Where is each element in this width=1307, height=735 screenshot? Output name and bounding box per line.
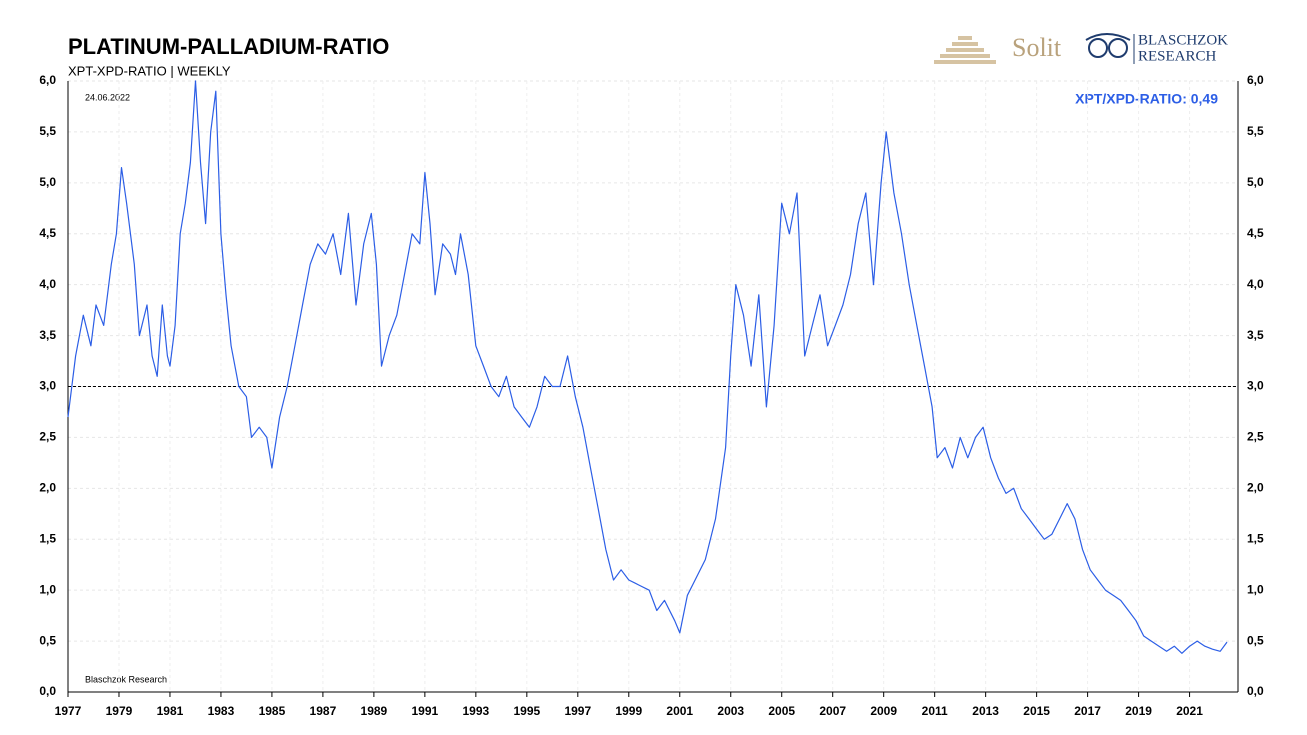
y2-tick-label: 3,5: [1247, 328, 1264, 342]
x-tick-label: 1993: [462, 704, 489, 718]
y-tick-label: 1,5: [39, 531, 56, 545]
y-tick-label: 0,5: [39, 633, 56, 647]
chart-subtitle: XPT-XPD-RATIO | WEEKLY: [68, 63, 231, 78]
x-tick-label: 1999: [615, 704, 642, 718]
y-tick-label: 5,0: [39, 175, 56, 189]
y-tick-label: 1,0: [39, 582, 56, 596]
y-tick-label: 0,0: [39, 684, 56, 698]
x-tick-label: 1989: [361, 704, 388, 718]
y-tick-label: 4,0: [39, 277, 56, 291]
y2-tick-label: 3,0: [1247, 379, 1264, 393]
x-tick-label: 2021: [1176, 704, 1203, 718]
y2-tick-label: 0,5: [1247, 633, 1264, 647]
value-annotation: XPT/XPD-RATIO: 0,49: [1075, 91, 1218, 107]
logo-emblem: [1085, 33, 1131, 58]
y2-tick-label: 5,0: [1247, 175, 1264, 189]
x-tick-label: 2015: [1023, 704, 1050, 718]
x-tick-label: 1997: [564, 704, 591, 718]
x-tick-label: 1985: [259, 704, 286, 718]
data-line: [67, 80, 1228, 654]
y-tick-label: 3,0: [39, 379, 56, 393]
x-tick-label: 2019: [1125, 704, 1152, 718]
logo-text: RESEARCH: [1138, 48, 1217, 64]
chart-title: PLATINUM-PALLADIUM-RATIO: [68, 34, 389, 59]
x-tick-label: 2011: [922, 704, 948, 718]
x-tick-label: 1981: [157, 704, 184, 718]
x-tick-label: 2001: [666, 704, 693, 718]
x-tick-label: 2017: [1074, 704, 1101, 718]
y2-tick-label: 2,5: [1247, 430, 1264, 444]
x-tick-label: 2003: [717, 704, 744, 718]
y2-tick-label: 1,0: [1247, 582, 1264, 596]
logo-pyramid: [934, 36, 996, 64]
y2-tick-label: 5,5: [1247, 124, 1264, 138]
y2-tick-label: 0,0: [1247, 684, 1264, 698]
y-tick-label: 2,5: [39, 430, 56, 444]
y-tick-label: 5,5: [39, 124, 56, 138]
x-tick-label: 2007: [819, 704, 846, 718]
x-tick-label: 1991: [412, 704, 439, 718]
x-tick-label: 1979: [106, 704, 133, 718]
x-tick-label: 1977: [55, 704, 82, 718]
logo-solit: Solit: [1012, 33, 1062, 62]
y2-tick-label: 4,5: [1247, 226, 1264, 240]
y2-tick-label: 1,5: [1247, 531, 1264, 545]
y2-tick-label: 4,0: [1247, 277, 1264, 291]
x-tick-label: 1987: [310, 704, 337, 718]
x-tick-label: 1995: [513, 704, 540, 718]
y2-tick-label: 6,0: [1247, 73, 1264, 87]
source-note: Blaschzok Research: [85, 674, 167, 684]
x-tick-label: 1983: [208, 704, 235, 718]
date-note: 24.06.2022: [85, 92, 130, 102]
x-tick-label: 2005: [768, 704, 795, 718]
y-tick-label: 2,0: [39, 481, 56, 495]
y-tick-label: 3,5: [39, 328, 56, 342]
logo-text: BLASCHZOK: [1138, 32, 1228, 48]
y2-tick-label: 2,0: [1247, 481, 1264, 495]
x-tick-label: 2013: [972, 704, 999, 718]
y-tick-label: 4,5: [39, 226, 56, 240]
y-tick-label: 6,0: [39, 73, 56, 87]
x-tick-label: 2009: [870, 704, 897, 718]
